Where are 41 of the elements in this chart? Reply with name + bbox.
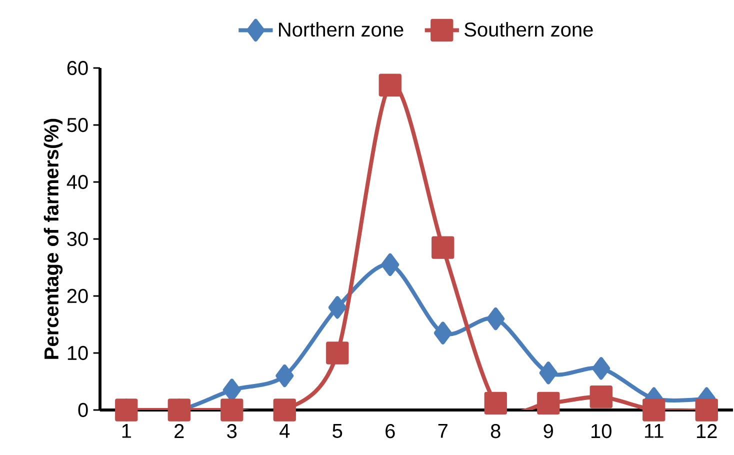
point — [115, 398, 138, 422]
point — [539, 362, 558, 384]
y-tick-label: 10 — [68, 346, 88, 360]
point — [695, 398, 718, 422]
x-tick-label: 4 — [280, 424, 290, 438]
x-tick-label: 2 — [174, 424, 184, 438]
y-tick-label: 20 — [67, 288, 88, 304]
x-tick-label: 12 — [697, 424, 717, 438]
point — [168, 398, 190, 422]
y-tick-label: 50 — [67, 118, 88, 132]
y-tick-label: 60 — [67, 60, 88, 76]
point — [276, 364, 294, 388]
legend-label: Northern zone — [279, 22, 404, 37]
point — [378, 74, 402, 96]
x-tick-label: 6 — [386, 424, 395, 438]
x-tick-label: 7 — [438, 424, 448, 438]
point — [434, 322, 452, 344]
point — [220, 398, 244, 422]
x-tick-label: 9 — [544, 424, 553, 438]
x-tick-label: 3 — [227, 424, 237, 438]
point — [326, 342, 349, 364]
x-tick-label: 10 — [592, 424, 612, 438]
point — [432, 236, 454, 259]
point — [328, 296, 346, 319]
point — [642, 398, 666, 422]
point — [381, 253, 400, 276]
point — [273, 398, 296, 422]
point — [486, 307, 505, 330]
point — [590, 386, 612, 408]
x-tick-label: 11 — [645, 424, 664, 438]
point — [484, 392, 507, 414]
x-tick-label: 5 — [332, 424, 342, 438]
y-tick-label: 40 — [66, 174, 88, 190]
y-tick-label: 0 — [78, 402, 88, 418]
y-axis-title: Percentage of farmers(%) — [44, 118, 63, 359]
y-tick-label: 30 — [67, 232, 88, 246]
point — [592, 357, 610, 380]
point — [537, 392, 560, 414]
x-tick-label: 8 — [490, 424, 500, 438]
legend-label: Southern zone — [464, 22, 593, 37]
x-tick-label: 1 — [122, 424, 131, 438]
